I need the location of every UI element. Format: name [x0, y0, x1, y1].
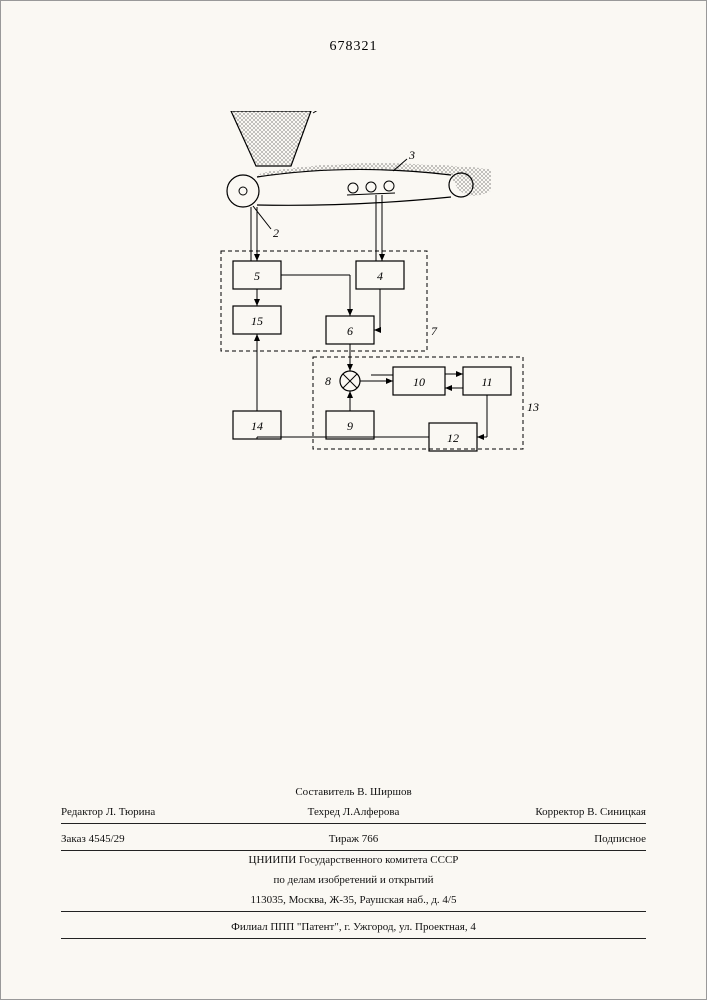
editor-name: Л. Тюрина	[106, 806, 156, 818]
tech-label: Техред	[308, 806, 340, 818]
box-10-label: 10	[413, 375, 425, 389]
org-line1: ЦНИИПИ Государственного комитета СССР	[61, 853, 646, 869]
box-11-label: 11	[481, 375, 492, 389]
box-4-label: 4	[377, 269, 383, 283]
diagram-svg: 1 3 2	[161, 111, 561, 531]
circulation-label: Тираж	[329, 833, 359, 845]
order-no: 4545/29	[89, 833, 125, 845]
callout-1: 1	[329, 111, 335, 112]
compiler-name: В. Ширшов	[357, 786, 411, 798]
callout-3: 3	[408, 148, 415, 162]
compiler-label: Составитель	[295, 786, 354, 798]
corrector-label: Корректор	[535, 806, 584, 818]
box-12-label: 12	[447, 431, 459, 445]
box-9-label: 9	[347, 419, 353, 433]
box-5-label: 5	[254, 269, 260, 283]
branch: Филиал ППП "Патент", г. Ужгород, ул. Про…	[61, 920, 646, 936]
callout-2: 2	[273, 226, 279, 240]
document-number: 678321	[330, 39, 378, 55]
editor-label: Редактор	[61, 806, 103, 818]
address: 113035, Москва, Ж-35, Раушская наб., д. …	[61, 893, 646, 909]
subscription: Подписное	[451, 832, 646, 848]
group7-label: 7	[431, 324, 438, 338]
tech-name: Л.Алферова	[343, 806, 400, 818]
sum-node-label: 8	[325, 374, 331, 388]
box-14-label: 14	[251, 419, 263, 433]
org-line2: по делам изобретений и открытий	[61, 873, 646, 889]
box-15-label: 15	[251, 314, 263, 328]
schematic-diagram: 1 3 2	[161, 111, 561, 531]
footer-block: Составитель В. Ширшов Редактор Л. Тюрина…	[61, 783, 646, 939]
order-label: Заказ	[61, 833, 86, 845]
group13-label: 13	[527, 400, 539, 414]
circulation-no: 766	[362, 833, 379, 845]
boxes	[233, 261, 511, 451]
corrector-name: В. Синицкая	[587, 806, 646, 818]
box-6-label: 6	[347, 324, 353, 338]
